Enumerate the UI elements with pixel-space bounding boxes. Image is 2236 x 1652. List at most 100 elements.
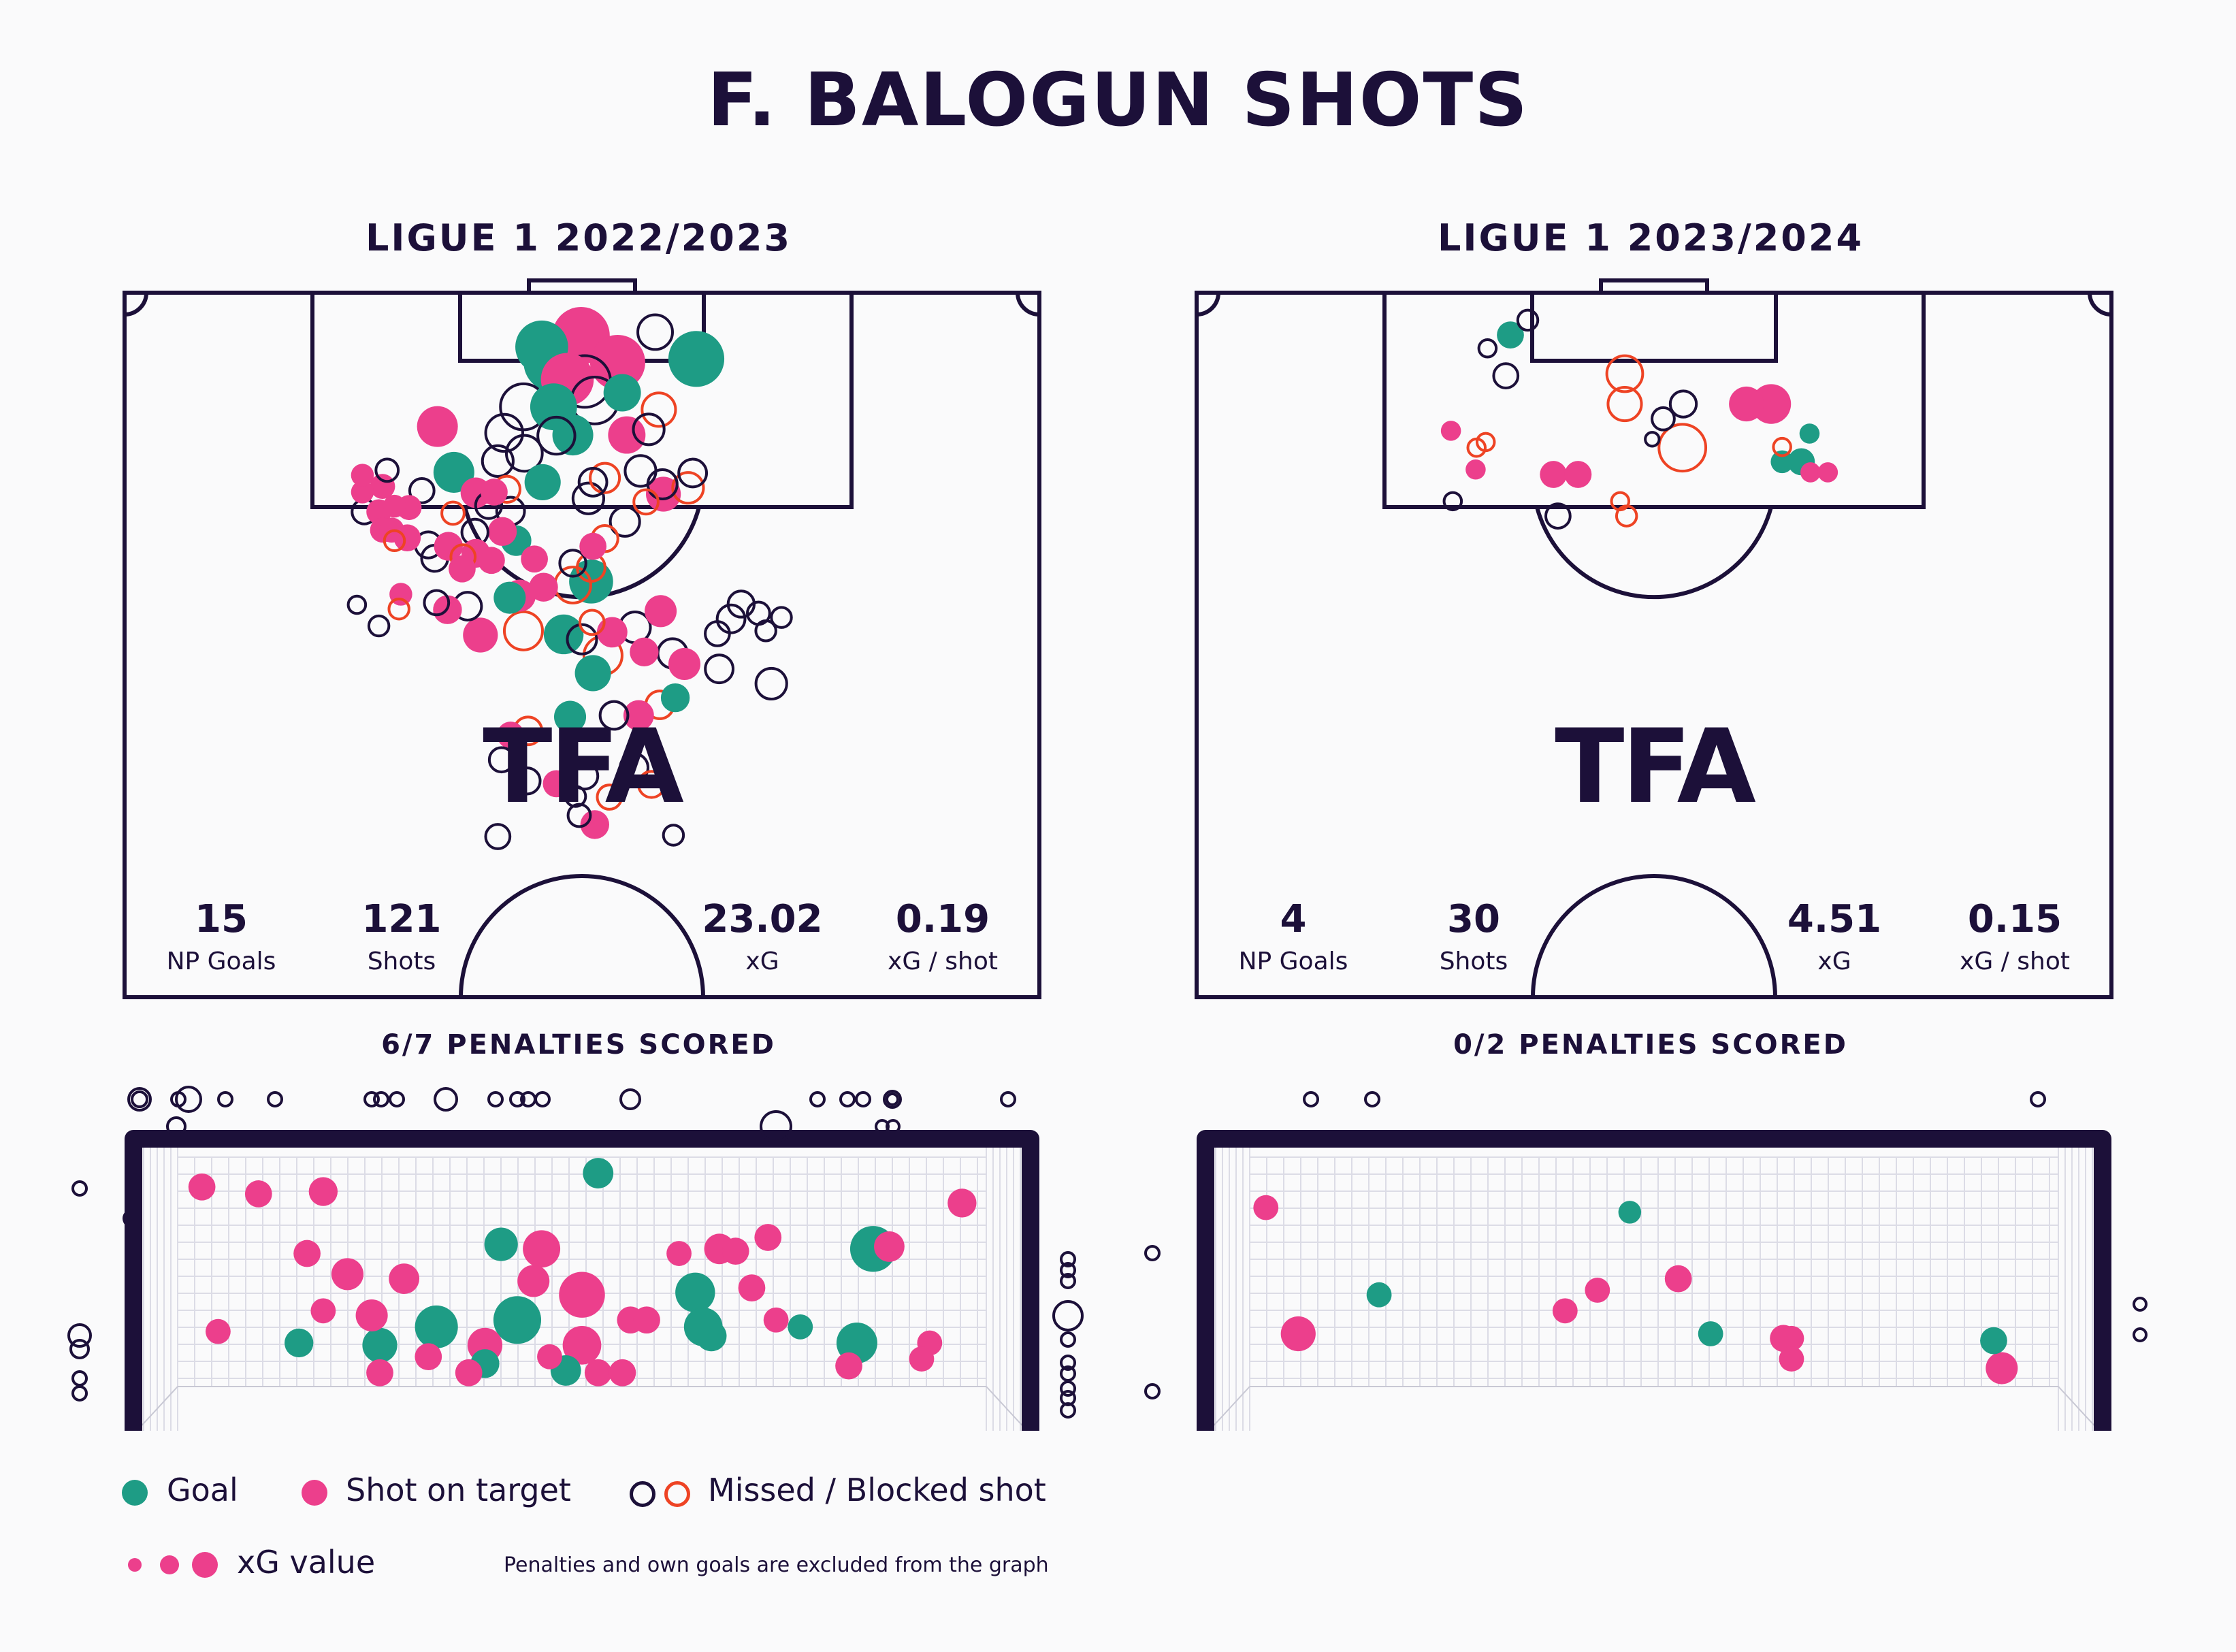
shot-left-missed: [619, 752, 650, 783]
shot-left-blocked: [632, 488, 660, 516]
shot-left-goal: [433, 451, 474, 493]
goal-shot-right-goal: [1980, 1327, 2007, 1355]
off-target-shot: [1060, 1355, 1076, 1371]
shot-left-missed: [513, 766, 542, 796]
shot-left-on_target: [542, 770, 570, 798]
goal-shot-left-on_target: [415, 1343, 442, 1371]
shot-right-blocked: [1475, 432, 1496, 453]
shot-left-goal: [543, 614, 584, 655]
shot-left-missed: [423, 589, 451, 617]
goal-shot-left-on_target: [562, 1325, 602, 1365]
off-target-shot: [2030, 1091, 2046, 1107]
shot-right-on_target: [1440, 421, 1461, 441]
off-target-shot: [1060, 1262, 1076, 1278]
shot-left-missed: [646, 468, 679, 501]
shot-left-missed: [704, 653, 735, 685]
shot-left-on_target: [497, 722, 525, 749]
corner-arc: [1016, 292, 1040, 317]
off-target-shot: [69, 1339, 90, 1359]
shot-right-on_target: [1751, 384, 1792, 424]
goal-shot-right-goal: [1698, 1321, 1723, 1346]
goal-shot-left-on_target: [188, 1173, 216, 1201]
off-target-shot: [166, 1116, 187, 1137]
off-target-shot: [1144, 1383, 1161, 1399]
shot-left-on_target: [478, 547, 505, 574]
goal-shot-left-goal: [415, 1305, 458, 1348]
shot-left-blocked: [589, 461, 621, 494]
goal-shot-right-on_target: [1280, 1316, 1316, 1352]
shot-right-missed: [1644, 431, 1661, 448]
goal-shot-right-goal: [1618, 1201, 1642, 1224]
shot-left-missed: [754, 666, 788, 701]
shot-left-goal: [574, 655, 611, 692]
goal-shot-left-goal: [675, 1272, 715, 1313]
shot-left-missed: [704, 620, 731, 647]
goal-shot-left-on_target: [244, 1180, 272, 1208]
shot-left-on_target: [487, 517, 517, 547]
off-target-shot: [1060, 1273, 1076, 1289]
shot-left-missed: [536, 415, 577, 456]
shot-left-missed: [770, 606, 793, 629]
shot-left-on_target: [623, 700, 654, 731]
goal-shot-left-goal: [362, 1327, 398, 1363]
shot-left-missed: [481, 444, 515, 478]
centre-circle-arc: [459, 874, 705, 998]
corner-arc: [1196, 292, 1220, 317]
shot-right-goal: [1770, 450, 1794, 474]
off-target-shot: [1060, 1380, 1076, 1397]
goal-shot-left-goal: [788, 1314, 813, 1340]
penalty-box: [1382, 291, 1926, 509]
shot-left-on_target: [668, 647, 701, 680]
goal-shot-left-on_target: [722, 1237, 749, 1265]
goal-shot-right-on_target: [1664, 1265, 1692, 1293]
goal-shot-left-on_target: [609, 1359, 636, 1387]
goal-shot-left-on_target: [947, 1188, 977, 1218]
shot-left-blocked: [596, 783, 623, 811]
off-target-shot: [67, 1323, 92, 1348]
shot-right-on_target: [1564, 461, 1592, 488]
net-line: [136, 1386, 178, 1431]
off-target-shot: [2133, 1327, 2148, 1342]
shot-left-on_target: [580, 810, 610, 839]
shot-left-blocked: [636, 770, 666, 799]
off-target-shot: [1060, 1251, 1076, 1267]
shot-left-on_target: [529, 572, 558, 602]
shot-right-blocked: [1657, 423, 1708, 473]
off-target-shot: [175, 1086, 202, 1113]
shot-right-blocked: [1772, 436, 1792, 457]
off-target-shot: [1303, 1091, 1319, 1107]
pitch-outline: [1195, 291, 2113, 999]
shot-left-missed: [715, 603, 747, 634]
shot-left-missed: [632, 412, 666, 447]
shot-left-goal: [660, 683, 690, 713]
shot-left-blocked: [387, 597, 410, 621]
shot-right-on_target: [1540, 461, 1568, 488]
shot-right-blocked: [1605, 354, 1644, 393]
shot-left-on_target: [351, 481, 374, 504]
goal-shot-left-on_target: [308, 1177, 338, 1206]
shot-left-blocked: [671, 471, 705, 505]
shot-left-blocked: [578, 609, 606, 636]
goal-shot-left-goal: [696, 1321, 727, 1352]
goal-shot-left-goal: [285, 1328, 314, 1358]
shots-shot-left: [346, 306, 793, 850]
shot-left-blocked: [641, 391, 677, 428]
goal-shot-right-on_target: [1253, 1195, 1279, 1220]
shot-left-missed: [754, 619, 777, 643]
off-target-shot: [267, 1091, 283, 1107]
shot-left-missed: [487, 746, 515, 774]
shot-left-blocked: [502, 610, 544, 651]
shot-left-on_target: [417, 406, 458, 447]
shot-left-goal: [603, 374, 641, 412]
goal-shot-left-on_target: [366, 1359, 393, 1387]
shot-left-on_target: [434, 532, 463, 561]
shot-left-on_target: [370, 474, 395, 500]
off-target-shot: [71, 1180, 88, 1197]
off-target-shot: [71, 1385, 88, 1402]
shot-left-missed: [484, 823, 512, 850]
goal-shot-right-on_target: [1585, 1278, 1610, 1303]
shot-left-missed: [564, 785, 587, 808]
shot-left-missed: [609, 505, 641, 538]
shots-shot-right: [1440, 308, 1838, 530]
goal-shot-left-on_target: [206, 1318, 231, 1344]
